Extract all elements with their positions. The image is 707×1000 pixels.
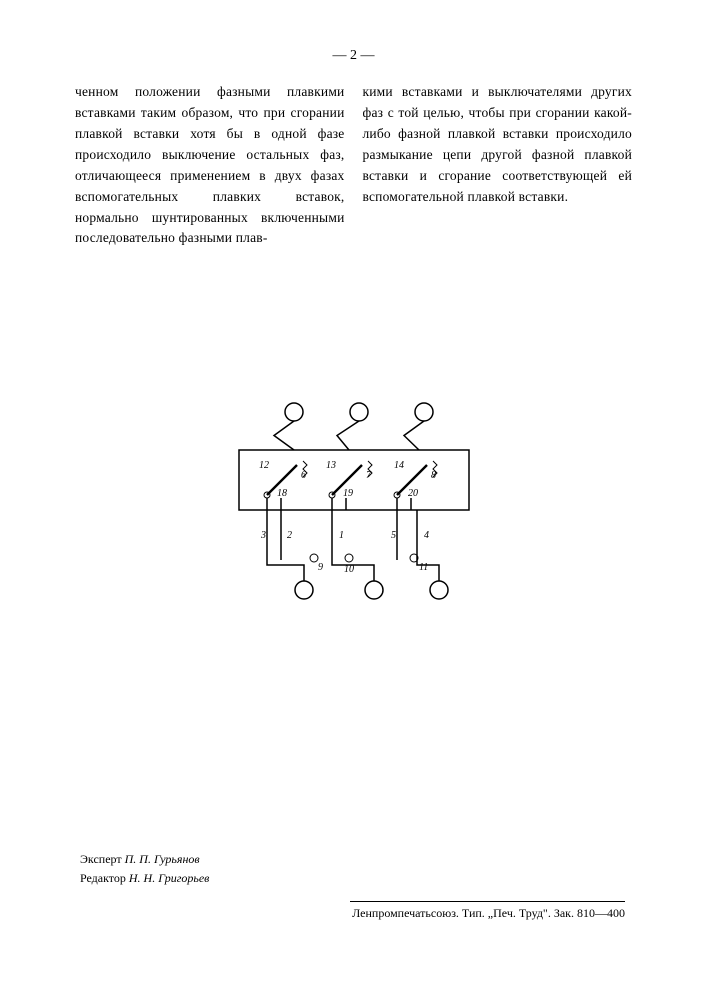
editor-label: Редактор [80,871,126,885]
figure-container: 6781213141819203215491011 [0,390,707,610]
svg-text:19: 19 [343,488,353,499]
svg-text:10: 10 [344,564,354,575]
svg-text:12: 12 [259,460,269,471]
svg-text:20: 20 [408,488,418,499]
page-number: — 2 — [0,48,707,64]
circuit-diagram: 6781213141819203215491011 [219,390,489,610]
svg-text:9: 9 [318,562,323,573]
svg-text:4: 4 [424,530,429,541]
expert-name: П. П. Гурьянов [125,852,200,866]
footer-imprint: Ленпромпечатьсоюз. Тип. „Печ. Труд". Зак… [352,906,625,921]
editor-name: Н. Н. Григорьев [129,871,210,885]
expert-label: Эксперт [80,852,122,866]
footer-rule [350,901,625,902]
footer-credits: Эксперт П. П. Гурьянов Редактор Н. Н. Гр… [80,850,209,888]
svg-text:18: 18 [277,488,287,499]
body-text-columns: ченном положении фазными плавкими вставк… [75,82,632,249]
editor-line: Редактор Н. Н. Григорьев [80,869,209,888]
svg-text:2: 2 [287,530,292,541]
column-left: ченном положении фазными плавкими вставк… [75,82,345,249]
svg-text:14: 14 [394,460,404,471]
svg-text:11: 11 [419,562,428,573]
svg-text:13: 13 [326,460,336,471]
svg-text:8: 8 [431,470,436,481]
svg-text:5: 5 [391,530,396,541]
column-right: кими вставками и выключателями других фа… [363,82,633,249]
svg-text:1: 1 [339,530,344,541]
svg-text:3: 3 [260,530,266,541]
expert-line: Эксперт П. П. Гурьянов [80,850,209,869]
svg-text:6: 6 [301,470,306,481]
